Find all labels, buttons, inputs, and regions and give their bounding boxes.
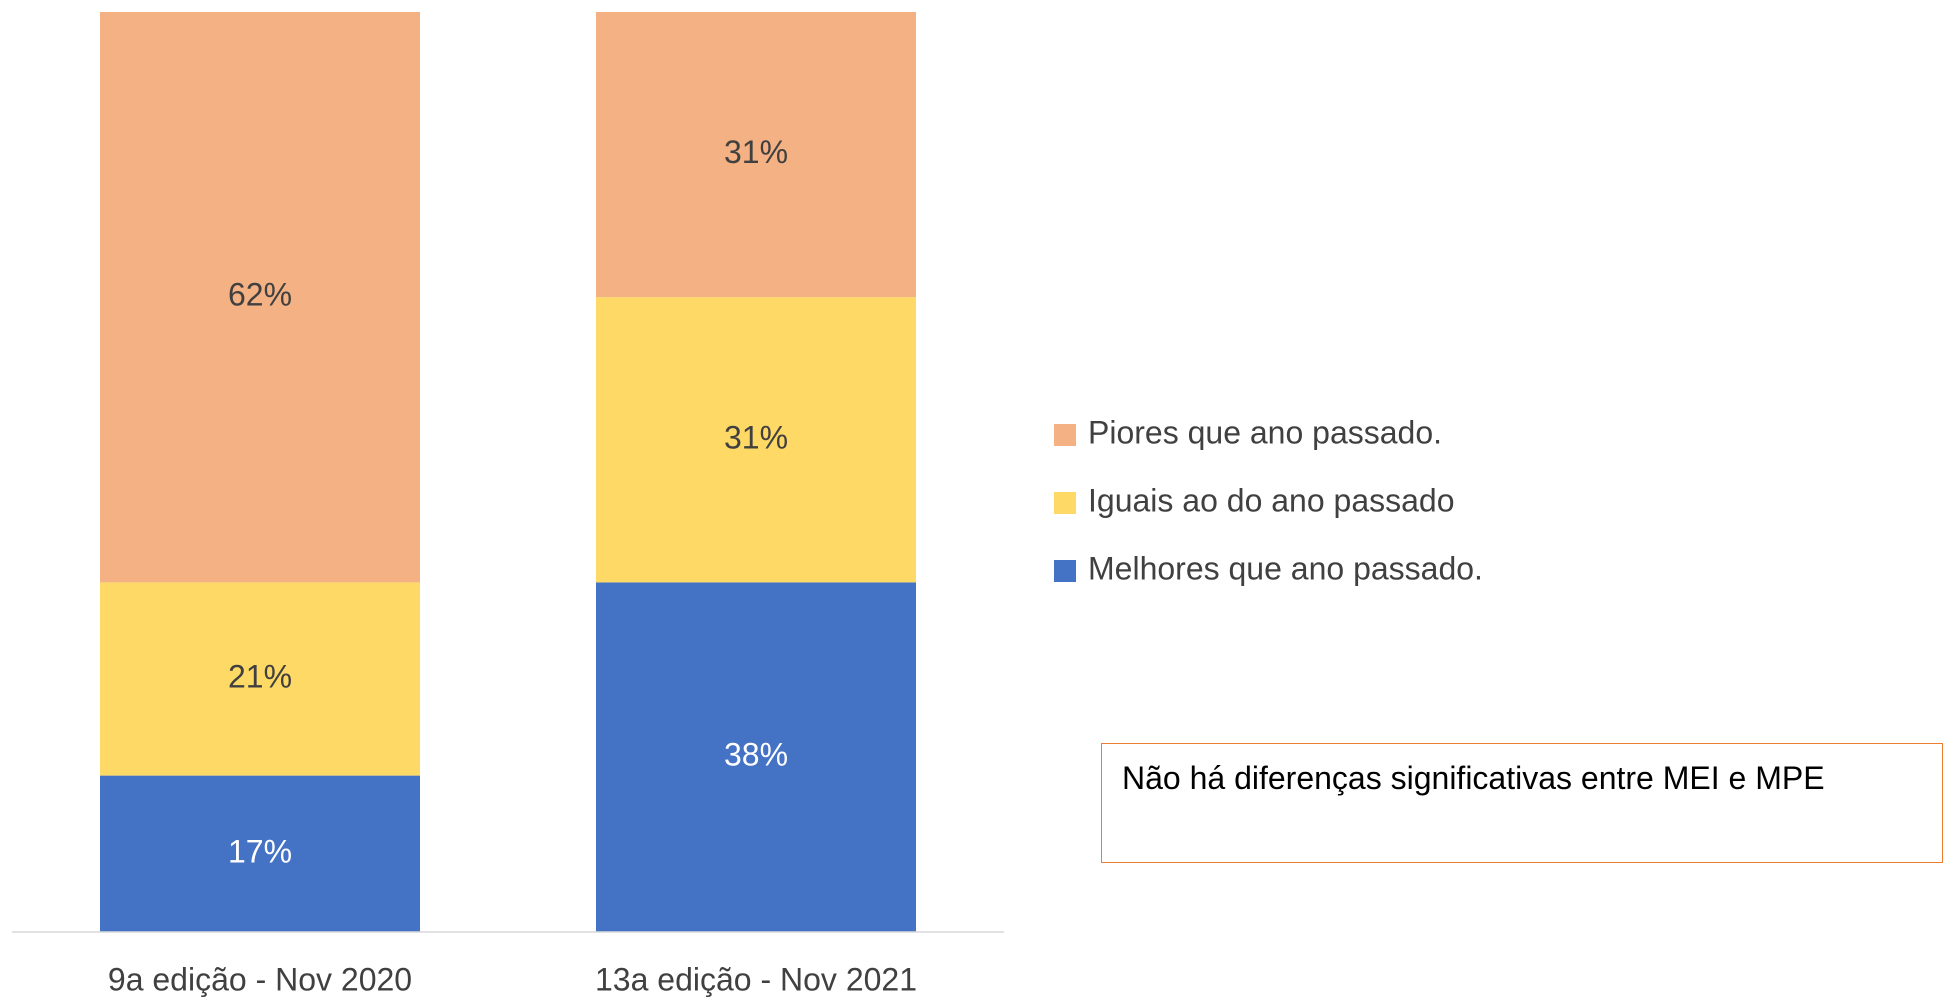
legend-label: Iguais ao do ano passado (1088, 482, 1455, 518)
legend-swatch (1054, 560, 1076, 582)
data-label: 31% (724, 134, 788, 170)
data-label: 31% (724, 419, 788, 455)
bar-segment (100, 582, 420, 776)
legend-label: Piores que ano passado. (1088, 414, 1442, 450)
x-tick-label: 13a edição - Nov 2021 (595, 961, 917, 997)
bar-segment (100, 12, 420, 583)
data-label: 38% (724, 737, 788, 773)
bar-segment (596, 12, 916, 298)
data-label: 21% (228, 658, 292, 694)
bar-segment (596, 582, 916, 932)
bar-segment (100, 775, 420, 932)
x-tick-label: 9a edição - Nov 2020 (108, 961, 412, 997)
legend-swatch (1054, 424, 1076, 446)
legend-label: Melhores que ano passado. (1088, 550, 1483, 586)
bar-segment (596, 297, 916, 583)
data-label: 17% (228, 833, 292, 869)
annotation: Não há diferenças significativas entre M… (1101, 743, 1943, 863)
legend-swatch (1054, 492, 1076, 514)
data-label: 62% (228, 277, 292, 313)
